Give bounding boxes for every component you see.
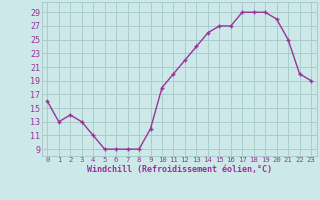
X-axis label: Windchill (Refroidissement éolien,°C): Windchill (Refroidissement éolien,°C) xyxy=(87,165,272,174)
